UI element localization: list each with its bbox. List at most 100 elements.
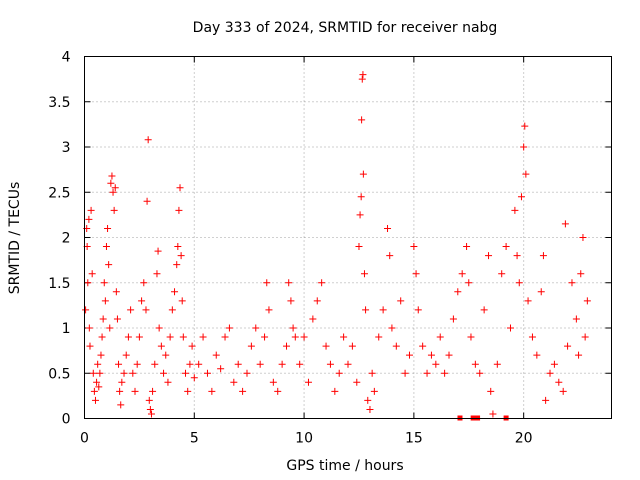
data-point <box>313 297 321 305</box>
data-point <box>116 387 124 395</box>
data-point <box>513 252 521 260</box>
data-point <box>397 297 405 305</box>
data-point <box>300 333 308 341</box>
data-point <box>517 193 525 201</box>
data-point <box>291 333 299 341</box>
data-point <box>331 387 339 395</box>
data-point <box>133 360 141 368</box>
data-point <box>96 369 104 377</box>
data-point <box>149 387 157 395</box>
data-point <box>278 360 286 368</box>
data-point <box>144 136 152 144</box>
y-tick-label: 2.5 <box>48 185 70 201</box>
data-point <box>190 374 198 382</box>
data-point <box>436 333 444 341</box>
data-point <box>93 378 101 386</box>
data-point <box>550 360 558 368</box>
data-point <box>542 396 550 404</box>
data-point <box>91 396 99 404</box>
data-point <box>171 288 179 296</box>
data-point <box>579 234 587 241</box>
data-point <box>521 122 529 130</box>
data-point <box>147 410 155 418</box>
data-point <box>140 279 148 287</box>
data-point <box>129 369 137 377</box>
data-point <box>555 378 563 386</box>
data-point <box>153 270 161 278</box>
data-point <box>105 261 113 269</box>
data-point <box>304 378 312 386</box>
data-point <box>208 387 216 395</box>
data-point <box>356 211 364 219</box>
data-point <box>107 179 115 187</box>
data-point <box>353 378 361 386</box>
data-point <box>539 252 547 260</box>
data-point <box>309 315 317 323</box>
data-point <box>269 378 277 386</box>
data-point <box>412 270 420 278</box>
data-point <box>405 351 413 359</box>
data-point <box>493 360 501 368</box>
data-point <box>186 360 194 368</box>
data-point <box>546 369 554 377</box>
data-point <box>175 206 183 214</box>
data-point <box>357 193 365 201</box>
data-point <box>239 387 247 395</box>
y-tick-label: 4 <box>62 50 71 66</box>
data-point <box>384 224 392 232</box>
axis-ticks: 0 0.5 1 1.5 2 2.5 3 3.5 4 0 5 10 15 20 <box>48 50 612 447</box>
data-point <box>392 342 400 350</box>
data-point <box>117 401 125 409</box>
data-point <box>100 279 108 287</box>
data-point <box>106 324 114 332</box>
data-point <box>82 306 90 314</box>
data-point <box>581 333 589 341</box>
data-point <box>568 279 576 287</box>
x-tick-label: 0 <box>80 431 89 447</box>
data-point <box>467 333 475 341</box>
data-point <box>318 279 326 287</box>
data-point <box>480 306 488 314</box>
data-point <box>221 333 229 341</box>
data-point <box>88 270 96 278</box>
data-point <box>160 369 168 377</box>
data-point <box>502 243 510 251</box>
data-point <box>454 288 462 296</box>
data-point <box>487 387 495 395</box>
data-point <box>87 206 95 214</box>
data-point <box>146 405 154 413</box>
data-point <box>515 279 523 287</box>
data-point <box>256 360 264 368</box>
data-point <box>410 243 418 251</box>
data-point <box>360 270 368 278</box>
data-point <box>522 170 530 178</box>
data-point <box>375 333 383 341</box>
data-point <box>572 315 580 323</box>
data-point <box>533 351 541 359</box>
data-point <box>445 351 453 359</box>
data-point <box>188 342 196 350</box>
data-point <box>101 297 109 305</box>
data-point <box>243 369 251 377</box>
data-point <box>537 288 545 296</box>
data-point <box>176 184 184 192</box>
x-tick-label: 20 <box>515 431 533 447</box>
data-point <box>427 351 435 359</box>
data-point <box>463 243 471 251</box>
data-point <box>285 279 293 287</box>
data-point <box>179 333 187 341</box>
data-point <box>178 297 186 305</box>
data-point <box>441 369 449 377</box>
data-point <box>120 369 128 377</box>
data-point <box>489 410 497 418</box>
data-point <box>265 306 273 314</box>
plot-frame <box>84 56 612 419</box>
data-point <box>326 360 334 368</box>
data-point <box>90 387 98 395</box>
data-point <box>419 342 427 350</box>
data-point <box>164 378 172 386</box>
data-point <box>388 324 396 332</box>
data-point <box>155 324 163 332</box>
data-point <box>113 315 121 323</box>
